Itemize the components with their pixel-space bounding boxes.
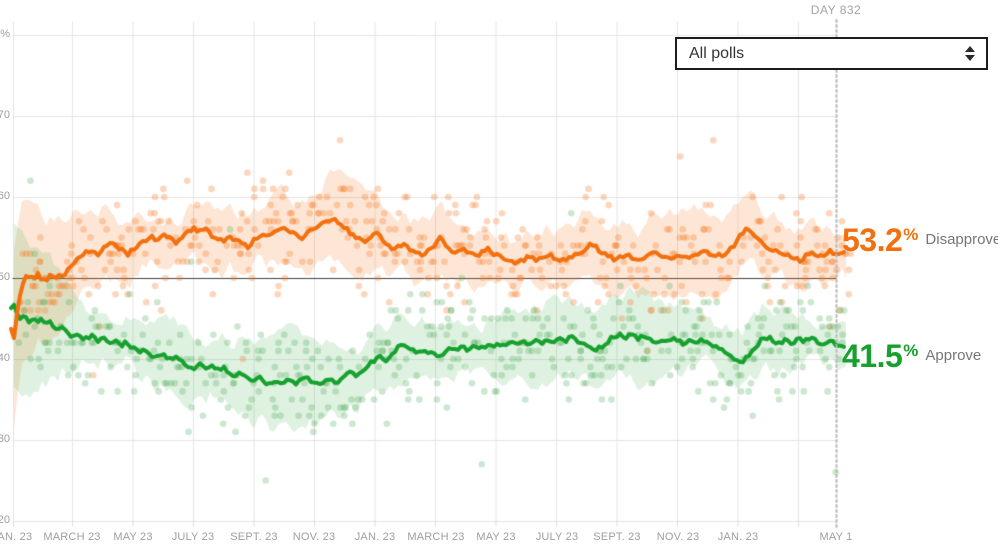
down-arrow-icon (965, 55, 975, 61)
x-axis-label: NOV. 23 (656, 531, 700, 543)
y-axis-label: 30 (0, 433, 10, 445)
polls-select[interactable]: All polls (675, 37, 988, 70)
approve-percent-sign: % (903, 341, 919, 360)
polls-select-value: All polls (689, 44, 745, 62)
y-axis-label: 60 (0, 190, 10, 202)
x-axis-label: JULY 23 (535, 531, 579, 543)
up-down-arrows-icon (965, 46, 975, 61)
x-axis-label: SEPT. 23 (230, 531, 278, 543)
x-axis-label: JULY 23 (171, 531, 215, 543)
y-axis-label: 70 (0, 109, 10, 121)
disapprove-end-label: 53.2% Disapprove (842, 224, 998, 256)
y-axis-label: 50 (0, 271, 10, 283)
y-axis-label: 80% (0, 28, 10, 40)
x-axis-label: NOV. 23 (292, 531, 336, 543)
x-axis-label: MARCH 23 (43, 531, 101, 543)
disapprove-percent-sign: % (903, 225, 919, 244)
x-axis-label: MARCH 23 (407, 531, 465, 543)
x-axis-label: JAN. 23 (717, 531, 759, 543)
approve-value: 41.5 (842, 338, 903, 374)
disapprove-word: Disapprove (925, 231, 998, 248)
up-arrow-icon (965, 46, 975, 52)
y-axis-label: 40 (0, 352, 10, 364)
x-axis-label: MAY 23 (476, 531, 516, 543)
x-axis-label: JAN. 23 (0, 531, 33, 543)
disapprove-value: 53.2 (842, 222, 903, 258)
day-marker-label: DAY 832 (810, 3, 862, 17)
x-axis-label: SEPT. 23 (593, 531, 641, 543)
approve-word: Approve (925, 347, 982, 364)
x-axis-label: JAN. 23 (354, 531, 396, 543)
x-axis-label: MAY 23 (113, 531, 153, 543)
approve-end-label: 41.5% Approve (842, 340, 981, 372)
x-axis-label: MAY 1 (819, 531, 853, 543)
y-axis-label: 20 (0, 514, 10, 526)
